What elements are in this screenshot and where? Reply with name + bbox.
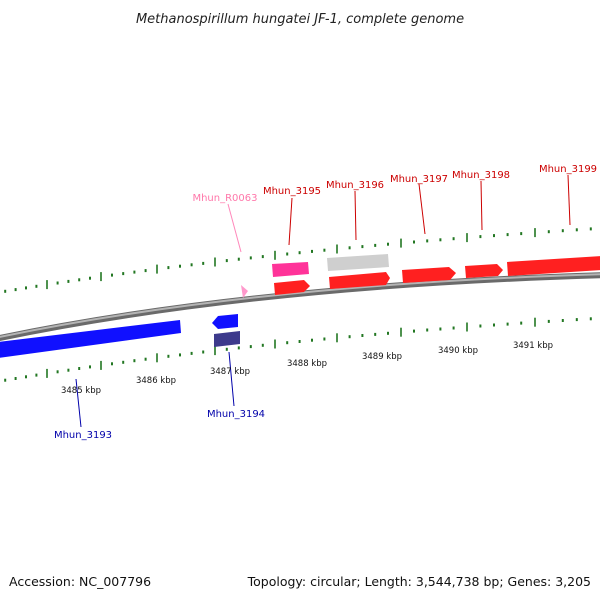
gene-leader-lines	[75, 174, 571, 428]
scale-label: 3490 kbp	[438, 346, 478, 356]
scale-label: 3491 kbp	[513, 341, 553, 351]
gene-mhun-3195-rna-feature[interactable]	[272, 262, 309, 277]
scale-labels: 3485 kbp 3486 kbp 3487 kbp 3488 kbp 3489…	[61, 341, 553, 396]
scale-label: 3489 kbp	[362, 352, 402, 362]
gene-mhun-3195-feature[interactable]	[274, 280, 310, 295]
gene-mhun-3196-feature[interactable]	[329, 272, 390, 289]
genome-backbone	[0, 272, 600, 341]
scale-label: 3487 kbp	[210, 367, 250, 377]
gene-mhun-r0063-feature[interactable]	[241, 285, 248, 298]
gene-labels: Mhun_R0063 Mhun_3195 Mhun_3196 Mhun_3197…	[54, 164, 597, 441]
map-title: Methanospirillum hungatei JF-1, complete…	[136, 12, 464, 27]
genome-stats-text: Topology: circular; Length: 3,544,738 bp…	[247, 574, 591, 589]
lower-tick-track	[4, 317, 592, 382]
gene-label[interactable]: Mhun_3193	[54, 430, 112, 441]
forward-strand-features	[241, 254, 600, 298]
gene-label[interactable]: Mhun_3197	[390, 174, 448, 185]
gene-label[interactable]: Mhun_3199	[539, 164, 597, 175]
gene-mhun-3199-feature[interactable]	[507, 256, 600, 276]
scale-label: 3488 kbp	[287, 359, 327, 369]
scale-label: 3485 kbp	[61, 386, 101, 396]
gene-label[interactable]: Mhun_3196	[326, 180, 384, 191]
gene-mhun-3194-dark-feature[interactable]	[214, 331, 240, 347]
upper-tick-track	[4, 227, 592, 293]
gene-label[interactable]: Mhun_R0063	[192, 193, 257, 204]
accession-text: Accession: NC_007796	[9, 574, 151, 589]
gene-mhun-3194-feature[interactable]	[212, 314, 238, 329]
gene-mhun-3198-feature[interactable]	[465, 264, 503, 278]
gene-mhun-3193-feature[interactable]	[0, 320, 181, 358]
scale-label: 3486 kbp	[136, 376, 176, 386]
gene-mhun-3196-pseudo-feature[interactable]	[327, 254, 389, 271]
gene-label[interactable]: Mhun_3194	[207, 409, 265, 420]
reverse-strand-features	[0, 314, 240, 358]
gene-mhun-3197-feature[interactable]	[402, 267, 456, 283]
gene-label[interactable]: Mhun_3195	[263, 186, 321, 197]
gene-label[interactable]: Mhun_3198	[452, 170, 510, 181]
